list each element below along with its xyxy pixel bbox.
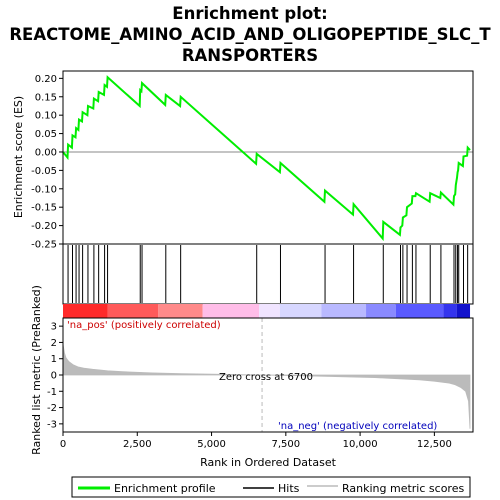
hits-plot-frame	[62, 243, 474, 305]
color-bar-segment	[321, 304, 367, 318]
ranking-color-bar	[63, 304, 471, 318]
x-axis-label: Rank in Ordered Dataset	[200, 456, 337, 469]
rank-ytick-label: -3	[47, 419, 57, 430]
es-ytick-label: -0.20	[31, 221, 57, 232]
es-ytick-label: 0.10	[35, 111, 57, 122]
hit-markers	[67, 245, 469, 303]
chart-title-line3: RANSPORTERS	[182, 46, 318, 65]
x-axis-ticks: 0 2,500 5,000 7,500 10,000 12,500	[60, 432, 452, 450]
enrichment-profile-line	[62, 75, 471, 242]
color-bar-segment	[395, 304, 444, 318]
color-bar-segment	[202, 304, 260, 318]
color-bar-segment	[63, 304, 108, 318]
rank-ytick-label: -2	[47, 403, 57, 414]
color-bar-segment	[366, 304, 396, 318]
color-bar-segment	[259, 304, 280, 318]
rank-y-axis-ticks: 3 2 1 0 -1 -2 -3	[47, 322, 63, 430]
es-ytick-label: 0.20	[35, 74, 57, 85]
ranked-metric-panel: 3 2 1 0 -1 -2 -3 'na_pos' (positively correlat…	[30, 285, 474, 455]
xtick-label: 0	[60, 439, 66, 450]
xtick-label: 10,000	[343, 439, 378, 450]
es-ytick-label: -0.05	[31, 166, 57, 177]
legend-metric-label: Ranking metric scores	[342, 482, 464, 495]
neg-correlated-label: 'na_neg' (negatively correlated)	[278, 421, 437, 432]
rank-ytick-label: 3	[51, 322, 57, 333]
rank-ytick-label: 1	[51, 354, 57, 365]
pos-correlated-label: 'na_pos' (positively correlated)	[67, 320, 221, 331]
legend: Enrichment profile Hits Ranking metric s…	[71, 476, 471, 498]
legend-hits-label: Hits	[278, 482, 300, 495]
rank-ytick-label: -1	[47, 387, 57, 398]
es-ytick-label: 0.15	[35, 92, 57, 103]
xtick-label: 7,500	[272, 439, 301, 450]
es-ytick-label: -0.25	[31, 240, 57, 251]
metric-area-path	[62, 344, 471, 429]
es-panel: 0.20 0.15 0.10 0.05 0.00 -0.05 -0.10 -0.15 -0.20…	[12, 70, 474, 251]
es-ytick-label: 0.00	[35, 147, 57, 158]
xtick-label: 5,000	[197, 439, 226, 450]
rank-ytick-label: 0	[51, 371, 57, 382]
xtick-label: 2,500	[123, 439, 152, 450]
es-y-axis-label: Enrichment score (ES)	[12, 96, 25, 218]
color-bar-segment	[443, 304, 457, 318]
ranking-metric-area	[62, 344, 471, 429]
rank-y-axis-label: Ranked list metric (PreRanked)	[30, 285, 43, 455]
color-bar-segment	[158, 304, 203, 318]
es-plot-background	[63, 71, 473, 244]
xtick-label: 12,500	[417, 439, 452, 450]
hits-panel	[62, 243, 474, 305]
es-y-axis-ticks: 0.20 0.15 0.10 0.05 0.00 -0.05 -0.10 -0.15 -0.20…	[31, 74, 63, 251]
legend-frame	[71, 476, 471, 498]
es-ytick-label: 0.05	[35, 129, 57, 140]
legend-profile-label: Enrichment profile	[114, 482, 216, 495]
zero-cross-label: Zero cross at 6700	[219, 372, 313, 383]
color-bar-segment	[107, 304, 159, 318]
es-series-line	[62, 75, 471, 242]
color-bar-segment	[279, 304, 322, 318]
color-bar-segment	[456, 304, 471, 318]
es-ytick-label: -0.15	[31, 203, 57, 214]
chart-title-line2: REACTOME_AMINO_ACID_AND_OLIGOPEPTIDE_SLC…	[9, 25, 491, 44]
es-ytick-label: -0.10	[31, 184, 57, 195]
rank-ytick-label: 2	[51, 338, 57, 349]
chart-title-line1: Enrichment plot:	[172, 4, 327, 23]
